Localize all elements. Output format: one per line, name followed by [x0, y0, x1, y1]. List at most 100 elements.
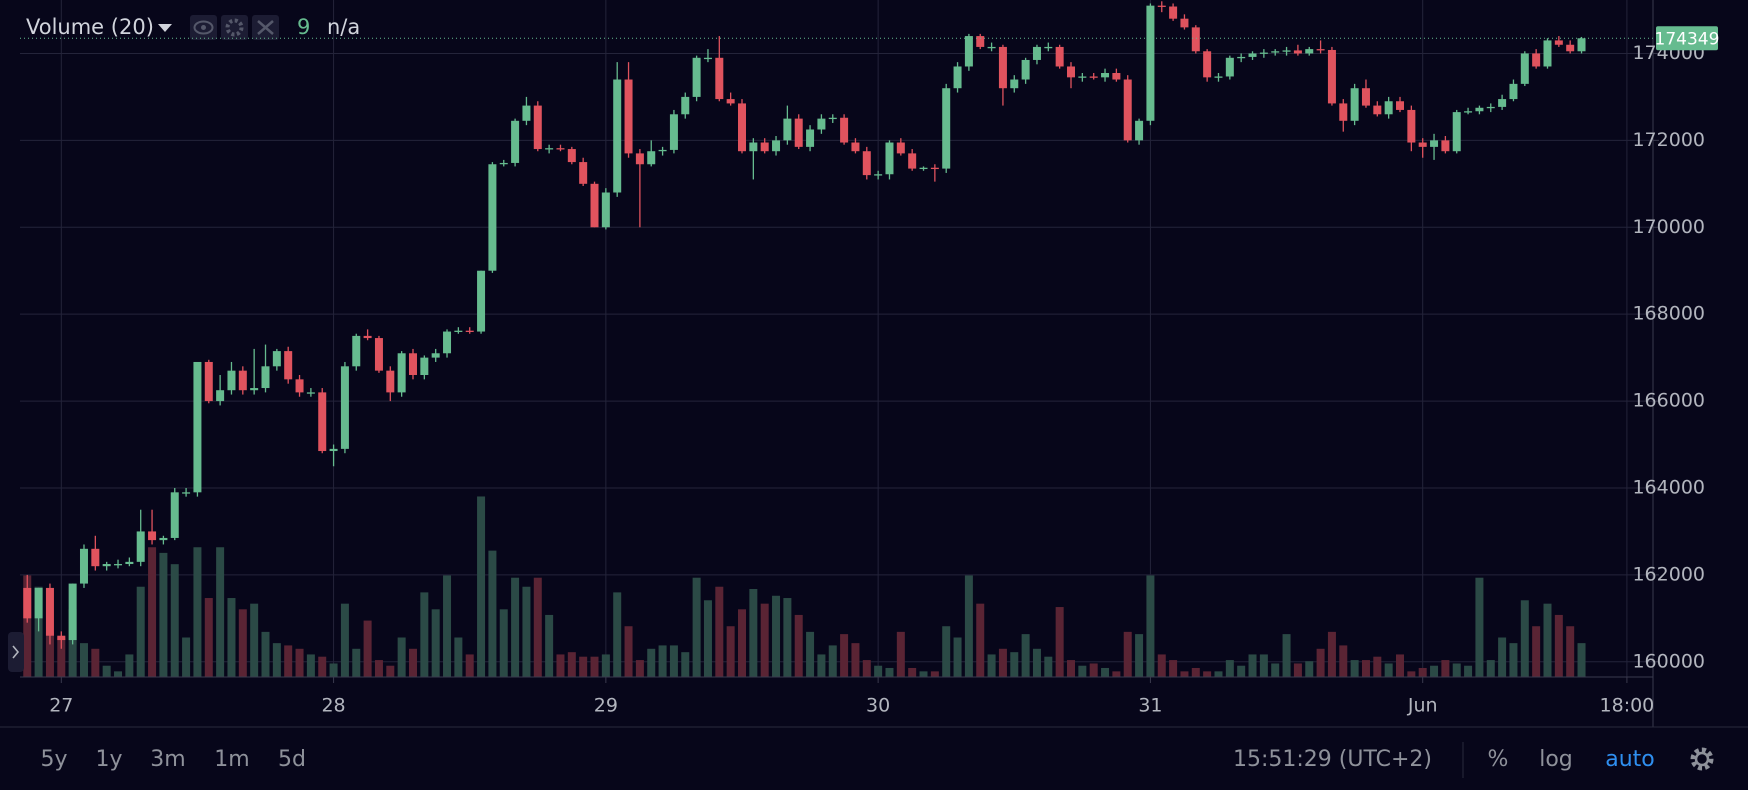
volume-bar [1101, 667, 1110, 677]
candle-body [737, 103, 746, 152]
log-toggle[interactable]: log [1539, 747, 1573, 772]
volume-bar [1441, 660, 1450, 677]
range-button[interactable]: 1y [95, 747, 122, 772]
candle-body [953, 66, 962, 89]
candle-body [1259, 52, 1268, 54]
volume-bar [1112, 671, 1121, 677]
volume-bar [635, 660, 644, 677]
settings-gear[interactable] [1690, 747, 1714, 771]
candle-body [749, 142, 758, 152]
candle-body [1554, 40, 1563, 45]
candle-body [182, 492, 191, 494]
x-tick-label: 18:00 [1600, 695, 1655, 717]
candle-body [284, 351, 293, 380]
collapse-handle[interactable] [8, 632, 24, 672]
volume-bar [216, 547, 225, 677]
gear-icon [225, 18, 244, 37]
candle-body [635, 153, 644, 165]
candle-body [613, 79, 622, 193]
candle-body [68, 583, 77, 641]
candle-body [272, 351, 281, 367]
candle-body [794, 118, 803, 147]
volume-bar [306, 654, 315, 677]
volume-bar [737, 609, 746, 677]
candle-body [658, 149, 667, 152]
clock: 15:51:29 (UTC+2) [1233, 747, 1432, 772]
candle-body [533, 105, 542, 150]
volume-bar [1282, 634, 1291, 677]
volume-bar [1396, 654, 1405, 677]
candle-body [1577, 38, 1586, 52]
candle-body [556, 148, 565, 150]
volume-bar [420, 592, 429, 677]
candle-body [1441, 140, 1450, 152]
settings-button[interactable] [221, 15, 248, 40]
volume-bar [624, 626, 633, 677]
percent-toggle[interactable]: % [1488, 747, 1509, 772]
candle-body [1180, 18, 1189, 28]
volume-bar [1532, 626, 1541, 677]
volume-bar [193, 547, 202, 677]
candle-body [1316, 49, 1325, 51]
volume-bar [272, 643, 281, 677]
candle-body [1486, 106, 1495, 109]
candle-body [238, 370, 247, 391]
candle-body [885, 142, 894, 175]
candle-body [1214, 76, 1223, 78]
volume-bar [477, 496, 486, 677]
candle-body [1350, 88, 1359, 121]
volume-bar [1452, 663, 1461, 677]
grid [20, 0, 1653, 677]
volume-bar [1089, 663, 1098, 677]
candle-body [1032, 46, 1041, 60]
candle-body [1157, 5, 1166, 7]
volume-bar [454, 637, 463, 677]
volume-bar [545, 614, 554, 677]
auto-toggle[interactable]: auto [1605, 747, 1655, 772]
volume-bar [1464, 665, 1473, 677]
candle-body [1282, 50, 1291, 52]
candle-body [1021, 59, 1030, 80]
volume-bar [295, 648, 304, 677]
candle-body [987, 46, 996, 49]
candle-body [545, 148, 554, 150]
candle-body [227, 370, 236, 391]
candle-body [919, 167, 928, 170]
range-button[interactable]: 5y [40, 747, 67, 772]
volume-bar [1339, 645, 1348, 677]
range-button[interactable]: 3m [150, 747, 185, 772]
volume-bar [408, 648, 417, 677]
y-tick-label: 162000 [1632, 563, 1705, 585]
volume-bar [431, 609, 440, 677]
volume-bar [238, 609, 247, 677]
candle-body [1123, 79, 1132, 141]
volume-bar [397, 637, 406, 677]
volume-bar [647, 648, 656, 677]
volume-bar [1577, 643, 1586, 677]
candle-body [862, 151, 871, 176]
candle-body [397, 353, 406, 393]
range-button[interactable]: 5d [278, 747, 306, 772]
volume-bar [828, 645, 837, 677]
candle-body [828, 117, 837, 120]
candle-body [817, 118, 826, 130]
candle-body [477, 270, 486, 332]
legend-ma: n/a [327, 15, 360, 39]
candle-body [1225, 57, 1234, 77]
volume-bar [601, 654, 610, 677]
volume-bar [1554, 614, 1563, 677]
candle-body [1169, 6, 1178, 19]
volume-bar [613, 592, 622, 677]
volume-bar [522, 586, 531, 677]
volume-bar [1191, 667, 1200, 677]
candle-body [170, 492, 179, 538]
axes: 160000 162000 164000 166000 168000 170000 1720… [49, 42, 1705, 717]
legend-menu[interactable] [158, 24, 172, 32]
range-button[interactable]: 1m [214, 747, 249, 772]
candle-body [1055, 46, 1064, 67]
candle-body [454, 330, 463, 332]
candle-body [647, 151, 656, 165]
volume-bar [102, 665, 111, 677]
candle-body [443, 331, 452, 354]
candle-body [726, 99, 735, 104]
